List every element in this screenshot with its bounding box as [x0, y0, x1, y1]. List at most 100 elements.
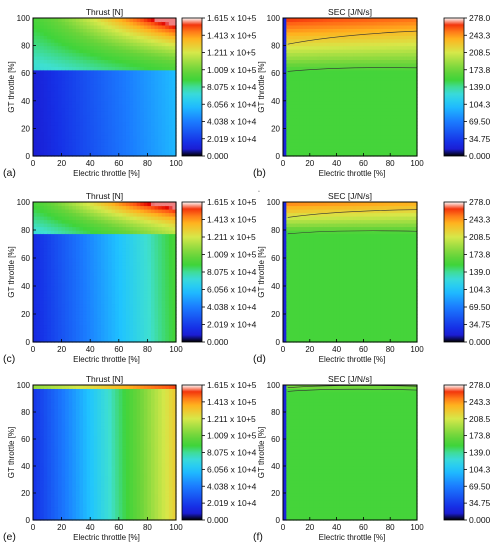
heatmap-cell [400, 55, 405, 60]
heatmap-cell [86, 216, 91, 221]
heatmap-cell [299, 145, 304, 150]
heatmap-cell [50, 38, 56, 43]
heatmap-cell [165, 118, 170, 123]
heatmap-cell [40, 268, 45, 273]
heatmap-cell [383, 45, 388, 50]
heatmap-cell [136, 244, 141, 249]
heatmap-cell [104, 35, 109, 40]
heatmap-cell [383, 100, 388, 105]
heatmap-cell [158, 314, 163, 319]
heatmap-cell [363, 66, 368, 71]
heatmap-cell [373, 87, 378, 92]
heatmap-cell [376, 100, 381, 105]
heatmap-cell [58, 219, 63, 224]
heatmap-cell [65, 237, 70, 242]
heatmap-cell [115, 310, 120, 315]
heatmap-cell [129, 289, 134, 294]
heatmap-cell [115, 314, 120, 319]
heatmap-cell [54, 131, 59, 136]
heatmap-cell [356, 138, 361, 143]
heatmap-cell [125, 240, 131, 245]
heatmap-cell [339, 31, 344, 36]
heatmap-cell [61, 114, 66, 119]
heatmap-cell [293, 18, 297, 23]
heatmap-cell [115, 307, 120, 312]
heatmap-cell [54, 223, 59, 228]
heatmap-cell [111, 97, 116, 102]
heatmap-cell [168, 321, 174, 326]
heatmap-cell [410, 138, 415, 143]
heatmap-cell [93, 324, 98, 329]
heatmap-cell [111, 45, 116, 50]
heatmap-cell [150, 62, 156, 67]
x-tick-label: 80 [143, 159, 152, 168]
heatmap-cell [150, 240, 156, 245]
heatmap-cell [363, 55, 368, 60]
heatmap-cell [47, 282, 52, 287]
heatmap-cell [65, 261, 70, 266]
heatmap-cell [303, 152, 308, 157]
heatmap-cell [61, 296, 66, 301]
heatmap-cell [136, 317, 141, 322]
heatmap-cell [383, 80, 388, 85]
heatmap-cell [140, 152, 145, 157]
heatmap-cell [115, 230, 120, 235]
heatmap-cell [168, 135, 174, 140]
heatmap-cell [115, 138, 120, 143]
heatmap-cell [343, 111, 348, 116]
heatmap-cell [36, 202, 41, 207]
heatmap-cell [393, 145, 398, 150]
heatmap-cell [118, 286, 123, 291]
heatmap-cell [165, 272, 170, 277]
heatmap-cell [383, 66, 388, 71]
heatmap-cell [309, 152, 314, 157]
heatmap-cell [346, 76, 351, 81]
heatmap-cell [93, 114, 98, 119]
heatmap-cell [303, 104, 308, 109]
heatmap-cell [386, 35, 391, 40]
heatmap-cell [343, 93, 348, 98]
heatmap-cell [36, 93, 41, 98]
heatmap-cell [147, 128, 152, 133]
heatmap-cell [118, 296, 123, 301]
heatmap-cell [115, 42, 120, 47]
heatmap-cell [150, 55, 156, 60]
heatmap-cell [111, 251, 116, 256]
heatmap-cell [75, 282, 81, 287]
heatmap-cell [286, 121, 291, 126]
heatmap-cell [50, 279, 56, 284]
heatmap-cell [380, 104, 385, 109]
heatmap-cell [283, 73, 287, 78]
heatmap-cell [343, 24, 348, 29]
heatmap-cell [283, 104, 287, 109]
heatmap-cell [336, 83, 341, 88]
heatmap-cell [168, 149, 174, 154]
heatmap-cell [100, 261, 106, 266]
heatmap-cell [154, 338, 159, 343]
heatmap-cell [133, 247, 138, 252]
heatmap-cell [406, 83, 411, 88]
heatmap-cell [90, 107, 95, 112]
heatmap-cell [61, 45, 66, 50]
heatmap-cell [339, 145, 344, 150]
heatmap-cell [129, 261, 134, 266]
heatmap-cell [54, 121, 59, 126]
heatmap-cell [370, 135, 375, 140]
heatmap-cell [33, 35, 38, 40]
heatmap-cell [319, 121, 324, 126]
heatmap-cell [93, 219, 98, 224]
heatmap-cell [336, 138, 341, 143]
heatmap-cell [75, 324, 81, 329]
heatmap-cell [108, 205, 113, 210]
heatmap-cell [161, 104, 166, 109]
heatmap-cell [72, 212, 77, 217]
heatmap-cell [143, 317, 148, 322]
heatmap-cell [147, 240, 152, 245]
heatmap-cell [150, 254, 156, 259]
heatmap-cell [360, 21, 364, 26]
heatmap-cell [410, 87, 415, 92]
heatmap-cell [93, 69, 98, 74]
heatmap-cell [111, 28, 116, 33]
heatmap-cell [75, 268, 81, 273]
heatmap-cell [40, 282, 45, 287]
